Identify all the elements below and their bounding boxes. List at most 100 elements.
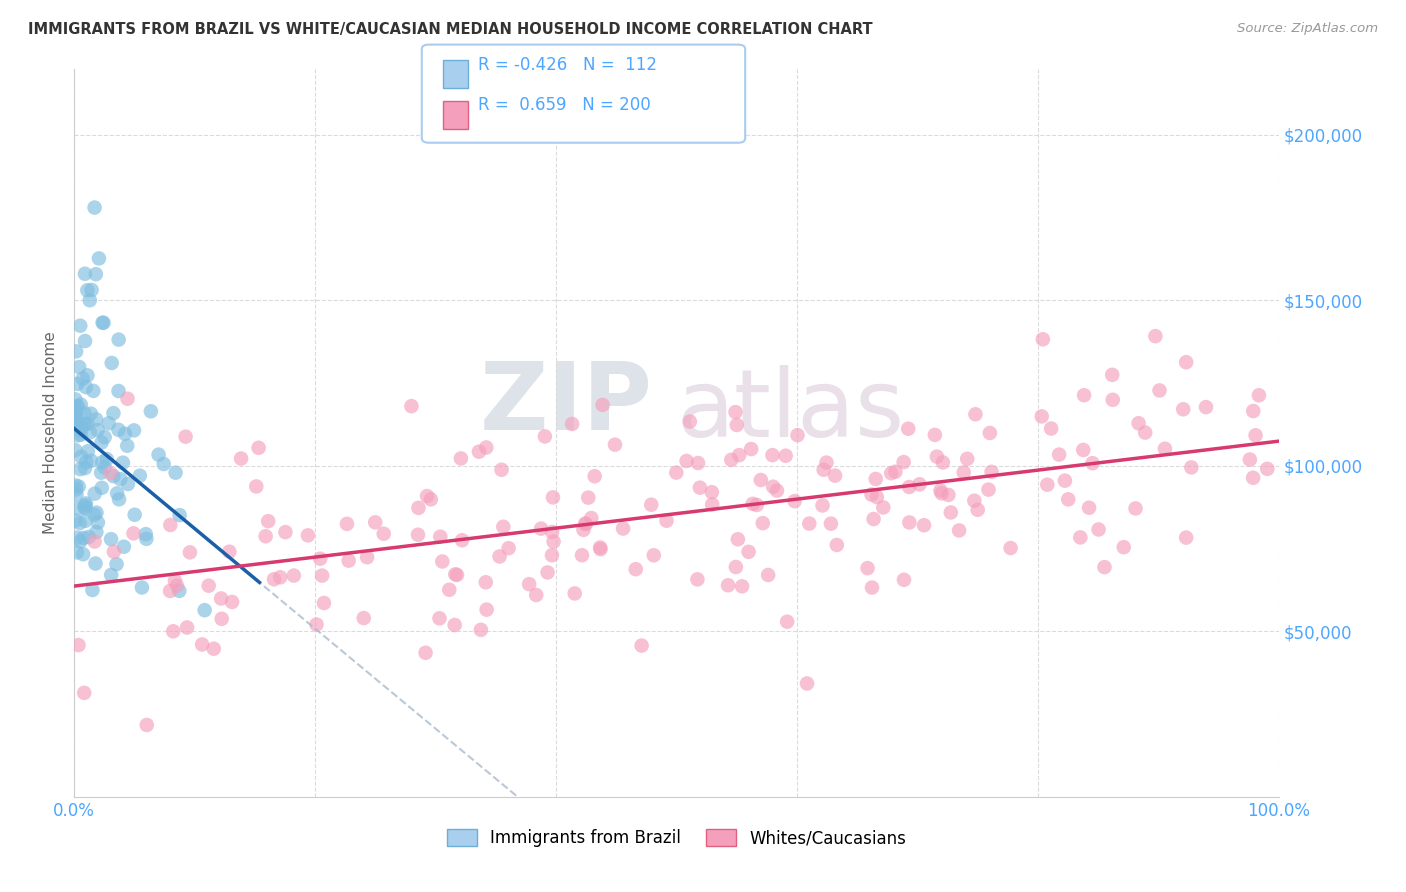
Point — [65, 514, 87, 528]
Point — [929, 483, 952, 498]
Point — [406, 527, 429, 541]
Text: R = -0.426   N =  112: R = -0.426 N = 112 — [478, 56, 657, 74]
Point — [169, 583, 191, 598]
Point — [100, 567, 122, 582]
Point — [470, 623, 492, 637]
Point — [932, 455, 955, 469]
Point — [796, 676, 818, 690]
Point — [112, 540, 135, 554]
Point — [312, 596, 335, 610]
Point — [534, 429, 557, 443]
Point — [1094, 560, 1116, 574]
Point — [75, 455, 97, 469]
Point — [107, 333, 129, 347]
Point — [1195, 400, 1218, 414]
Point — [1180, 460, 1202, 475]
Point — [84, 267, 107, 281]
Point — [86, 524, 108, 539]
Point — [776, 615, 799, 629]
Point — [1154, 442, 1177, 456]
Point — [630, 639, 652, 653]
Point — [263, 572, 285, 586]
Point — [122, 423, 145, 437]
Point — [856, 561, 879, 575]
Point — [163, 574, 186, 588]
Point — [107, 384, 129, 398]
Point — [373, 526, 395, 541]
Point — [202, 641, 225, 656]
Point — [70, 420, 93, 434]
Point — [866, 490, 889, 504]
Point — [741, 497, 763, 511]
Point — [83, 508, 105, 522]
Point — [75, 514, 97, 528]
Text: R =  0.659   N = 200: R = 0.659 N = 200 — [478, 96, 651, 114]
Point — [443, 618, 465, 632]
Point — [75, 380, 97, 394]
Point — [898, 480, 921, 494]
Point — [135, 532, 157, 546]
Point — [679, 415, 702, 429]
Point — [65, 407, 87, 421]
Point — [93, 316, 115, 330]
Point — [91, 455, 114, 469]
Point — [745, 498, 768, 512]
Point — [799, 516, 821, 531]
Point — [893, 573, 915, 587]
Point — [80, 454, 103, 468]
Point — [1031, 409, 1053, 424]
Point — [724, 560, 747, 574]
Point — [305, 617, 328, 632]
Point — [1053, 474, 1076, 488]
Point — [105, 557, 128, 571]
Point — [72, 547, 94, 561]
Point — [925, 450, 948, 464]
Point — [247, 441, 270, 455]
Point — [79, 425, 101, 440]
Point — [1101, 368, 1123, 382]
Point — [643, 549, 665, 563]
Point — [727, 533, 749, 547]
Point — [174, 430, 197, 444]
Point — [541, 491, 564, 505]
Point — [76, 283, 98, 297]
Point — [728, 448, 751, 462]
Point — [166, 579, 188, 593]
Point — [82, 582, 104, 597]
Point — [84, 412, 107, 426]
Point — [75, 496, 97, 510]
Point — [749, 473, 772, 487]
Point — [209, 591, 232, 606]
Point — [135, 527, 157, 541]
Point — [965, 407, 987, 421]
Point — [169, 508, 191, 522]
Point — [131, 581, 153, 595]
Point — [69, 427, 91, 442]
Point — [865, 472, 887, 486]
Point — [100, 356, 122, 370]
Point — [762, 480, 785, 494]
Point — [498, 541, 520, 556]
Point — [87, 516, 110, 530]
Point — [752, 516, 775, 530]
Point — [451, 533, 474, 548]
Point — [952, 466, 974, 480]
Legend: Immigrants from Brazil, Whites/Caucasians: Immigrants from Brazil, Whites/Caucasian… — [440, 822, 912, 854]
Point — [450, 451, 472, 466]
Point — [66, 531, 89, 545]
Point — [311, 568, 333, 582]
Point — [108, 492, 131, 507]
Point — [274, 525, 297, 540]
Point — [475, 441, 498, 455]
Point — [139, 404, 162, 418]
Point — [977, 483, 1000, 497]
Point — [724, 405, 747, 419]
Point — [589, 542, 612, 557]
Point — [73, 267, 96, 281]
Point — [67, 424, 90, 438]
Point — [415, 646, 437, 660]
Point — [689, 481, 711, 495]
Point — [898, 516, 921, 530]
Point — [90, 466, 112, 480]
Point — [148, 448, 170, 462]
